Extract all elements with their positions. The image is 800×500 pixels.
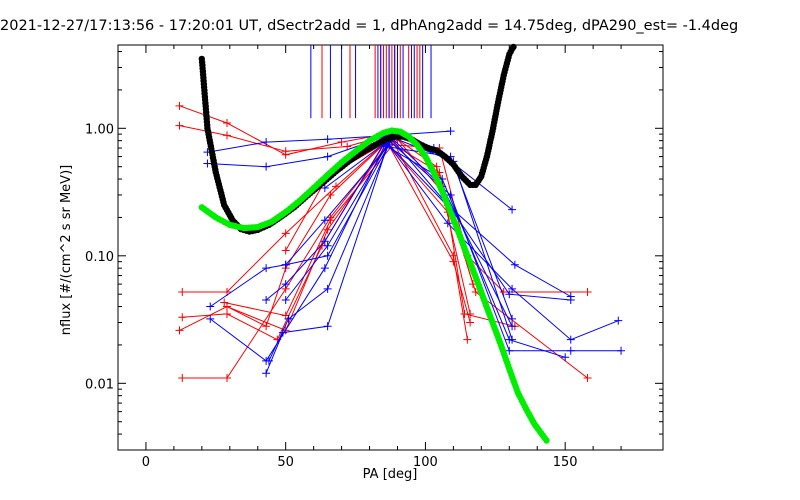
blue-plus-marker (320, 237, 329, 246)
red-plus-marker (466, 309, 475, 318)
blue-plus-marker (320, 264, 329, 273)
x-tick-label: 0 (142, 455, 150, 470)
blue-plus-marker (505, 346, 514, 355)
blue-plus-marker (323, 284, 332, 293)
red-plus-marker (178, 288, 187, 297)
red-plus-marker (323, 225, 332, 234)
blue-plus-marker (385, 140, 394, 149)
red-plus-marker (583, 374, 592, 383)
black-model-dot (510, 43, 517, 51)
red-plus-marker (466, 318, 475, 327)
green-model-dot (543, 437, 550, 444)
y-axis-label: nflux [#/(cm^2 s sr MeV)] (59, 165, 74, 335)
blue-plus-marker (262, 369, 271, 378)
model-curves (198, 43, 550, 444)
blue-plus-marker (510, 260, 519, 269)
blue-plus-marker (323, 152, 332, 161)
red-plus-marker (262, 322, 271, 331)
red-plus-marker (178, 313, 187, 322)
blue-plus-marker (320, 184, 329, 193)
blue-plus-marker (566, 296, 575, 305)
blue-plus-marker (561, 353, 570, 362)
blue-plus-marker (203, 159, 212, 168)
red-plus-marker (281, 229, 290, 238)
red-plus-marker (223, 131, 231, 140)
x-tick-label: 100 (413, 455, 438, 470)
y-tick-label: 1.00 (85, 122, 114, 137)
blue-plus-marker (320, 216, 329, 225)
blue-plus-marker (206, 314, 215, 323)
red-plus-marker (281, 246, 290, 255)
vertical-markers (310, 45, 432, 119)
blue-plus-marker (206, 302, 215, 311)
blue-series-line (265, 139, 622, 374)
blue-plus-marker (617, 346, 626, 355)
blue-plus-marker (281, 260, 290, 269)
red-plus-marker (337, 138, 346, 147)
blue-plus-marker (264, 356, 273, 365)
red-plus-marker (281, 147, 290, 156)
plot-frame (117, 44, 664, 451)
blue-plus-marker (508, 322, 517, 331)
blue-series-line (285, 144, 571, 301)
red-plus-marker (343, 142, 352, 151)
blue-plus-marker (566, 346, 575, 355)
blue-plus-marker (443, 219, 452, 228)
red-plus-marker (499, 288, 508, 297)
blue-plus-marker (566, 335, 575, 344)
red-plus-marker (175, 121, 184, 130)
red-plus-marker (223, 119, 231, 128)
blue-plus-marker (508, 205, 517, 214)
blue-plus-marker (508, 335, 517, 344)
axes: 0 50 100 150 1.00 0.10 0.01 (85, 45, 663, 470)
x-tick-label: 50 (277, 455, 294, 470)
red-plus-marker (220, 298, 229, 307)
blue-plus-marker (508, 314, 517, 323)
x-axis-label: PA [deg] (363, 467, 418, 482)
blue-plus-marker (323, 251, 332, 260)
red-plus-marker (175, 326, 184, 335)
red-plus-marker (223, 309, 231, 318)
blue-series-line (209, 138, 572, 308)
blue-plus-marker (262, 162, 271, 171)
blue-plus-marker (323, 135, 332, 144)
data-series (175, 101, 626, 383)
y-tick-label: 0.10 (85, 250, 114, 265)
x-tick-label: 150 (553, 455, 578, 470)
blue-series-line (324, 137, 513, 327)
blue-plus-marker (284, 314, 293, 323)
blue-plus-marker (281, 296, 290, 305)
blue-plus-marker (446, 190, 455, 199)
blue-plus-marker (281, 280, 290, 289)
blue-plus-marker (323, 241, 332, 250)
blue-plus-marker (262, 296, 271, 305)
chart-title: 2021-12-27/17:13:56 - 17:20:01 UT, dSect… (0, 18, 738, 34)
red-plus-marker (583, 288, 592, 297)
blue-plus-marker (508, 284, 517, 293)
y-tick-label: 0.01 (85, 377, 114, 392)
red-plus-marker (449, 257, 458, 266)
red-plus-marker (223, 302, 231, 311)
blue-plus-marker (614, 316, 623, 325)
red-plus-marker (178, 374, 187, 383)
blue-plus-marker (323, 322, 332, 331)
red-plus-marker (223, 374, 231, 383)
blue-plus-marker (446, 127, 455, 136)
blue-plus-marker (262, 138, 271, 147)
red-plus-marker (326, 190, 335, 199)
blue-plus-marker (262, 264, 271, 273)
blue-plus-marker (505, 290, 514, 299)
red-plus-marker (463, 335, 472, 344)
red-plus-marker (175, 101, 184, 110)
